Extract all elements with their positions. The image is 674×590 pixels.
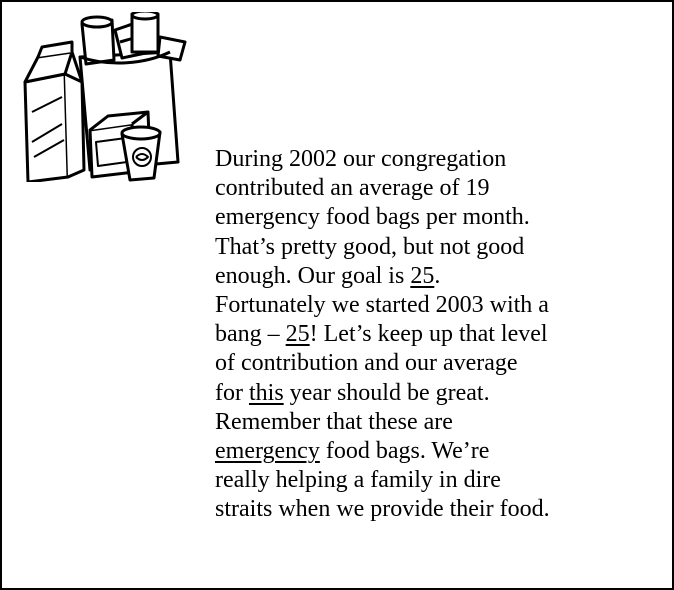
text-run: contributed an average of 19 (215, 175, 490, 202)
text-run: . (434, 262, 441, 289)
message-text: During 2002 our congregation contributed … (215, 145, 550, 525)
text-line: straits when we provide their food. (215, 495, 550, 524)
text-line: During 2002 our congregation (215, 145, 550, 174)
underlined-text: 25 (410, 262, 435, 289)
text-line: That’s pretty good, but not good (215, 233, 550, 262)
text-line: emergency food bags. We’re (215, 437, 550, 466)
text-run: ! Let’s keep up that level (309, 321, 548, 348)
text-line: Remember that these are (215, 408, 550, 437)
text-run: enough. Our goal is (215, 262, 411, 289)
text-run: year should be great. (283, 379, 490, 406)
text-run: Remember that these are (215, 408, 453, 435)
groceries-clipart (23, 12, 187, 182)
underlined-text: 25 (285, 321, 310, 348)
text-run: That’s pretty good, but not good (215, 233, 525, 260)
text-line: Fortunately we started 2003 with a (215, 291, 550, 320)
text-run: really helping a family in dire (215, 467, 501, 494)
text-line: for this year should be great. (215, 379, 550, 408)
text-line: really helping a family in dire (215, 466, 550, 495)
text-run: straits when we provide their food. (215, 496, 550, 523)
text-run: food bags. We’re (319, 438, 490, 465)
text-run: emergency food bags per month. (215, 204, 530, 231)
text-line: of contribution and our average (215, 349, 550, 378)
text-run: bang – (215, 321, 286, 348)
text-line: contributed an average of 19 (215, 174, 550, 203)
text-run: of contribution and our average (215, 350, 518, 377)
text-run: During 2002 our congregation (215, 146, 507, 172)
text-run: for (215, 379, 249, 406)
text-line: enough. Our goal is 25. (215, 262, 550, 291)
text-run: Fortunately we started 2003 with a (215, 292, 549, 319)
underlined-text: emergency (215, 438, 320, 465)
underlined-text: this (248, 379, 284, 406)
text-line: emergency food bags per month. (215, 203, 550, 232)
text-line: bang – 25! Let’s keep up that level (215, 320, 550, 349)
